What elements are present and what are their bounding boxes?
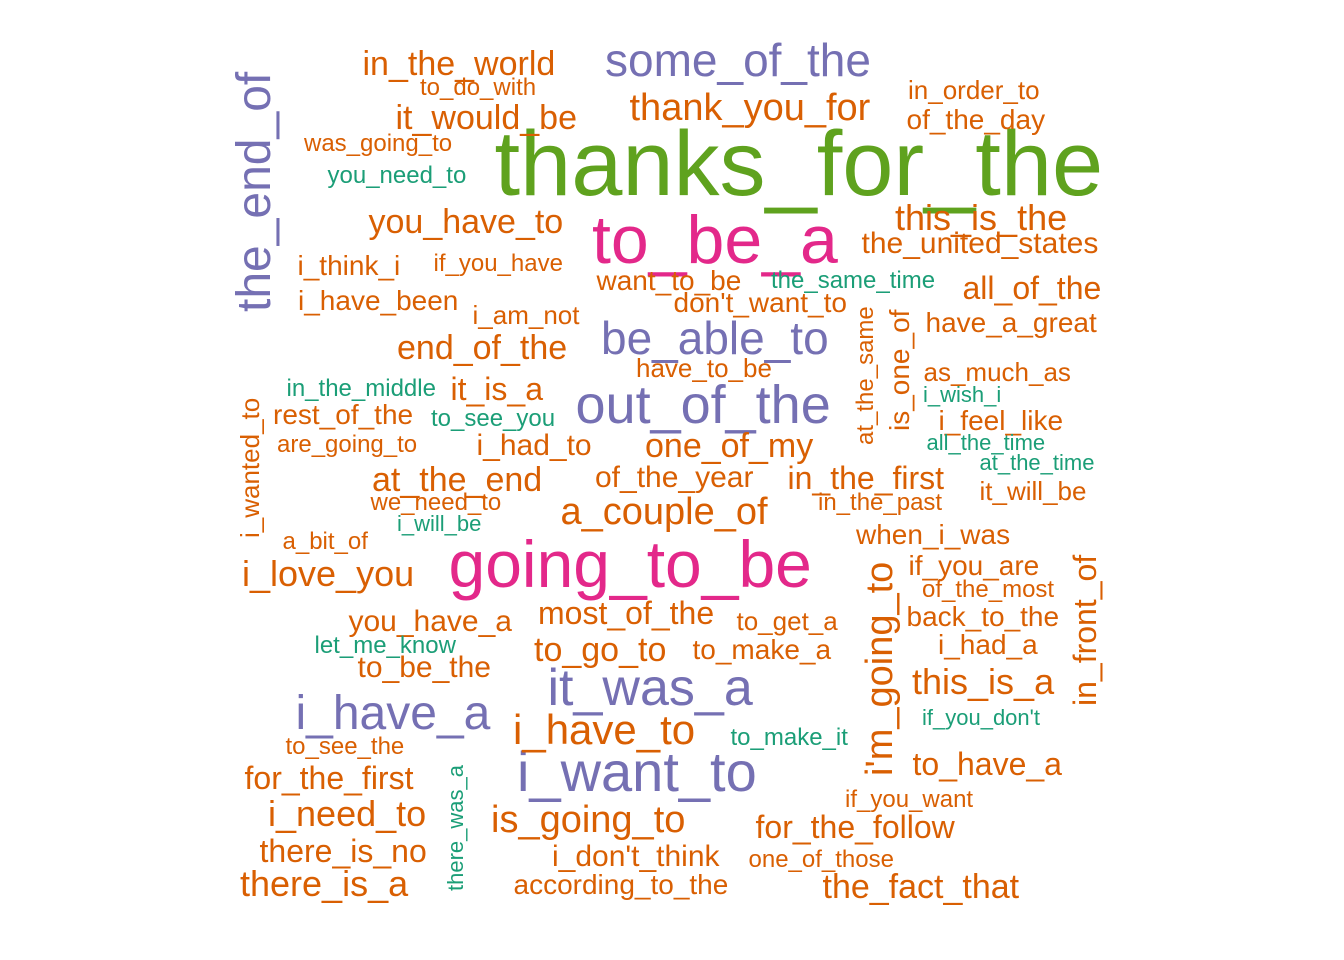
cloud-word: was_going_to — [304, 130, 453, 157]
cloud-word: it_would_be — [395, 99, 577, 137]
cloud-word: in_the_past — [818, 489, 943, 516]
cloud-word: to_make_a — [692, 634, 832, 665]
cloud-word: to_go_to — [534, 631, 667, 669]
cloud-word: most_of_the — [538, 595, 715, 631]
cloud-word: i_have_to — [513, 706, 696, 753]
cloud-word: as_much_as — [923, 357, 1071, 387]
cloud-word: end_of_the — [397, 329, 568, 367]
cloud-word: i_have_a — [295, 687, 491, 740]
cloud-word: if_you_want — [845, 786, 974, 813]
cloud-word: if_you_have — [433, 250, 563, 277]
cloud-word: are_going_to — [277, 431, 418, 458]
cloud-word: when_i_was — [856, 519, 1011, 550]
cloud-word: i_wish_i — [923, 382, 1002, 407]
cloud-word: to_get_a — [736, 606, 838, 636]
cloud-word: all_the_time — [926, 430, 1046, 455]
cloud-word: i_had_a — [938, 629, 1038, 660]
cloud-word: in_the_middle — [286, 375, 436, 402]
cloud-word: in_front_of — [1067, 554, 1103, 706]
cloud-word: don't_want_to — [673, 287, 847, 318]
cloud-word: for_the_first — [244, 760, 414, 796]
cloud-word: out_of_the — [575, 375, 831, 435]
cloud-word: to_be_a — [592, 202, 838, 278]
cloud-word: to_see_you — [431, 405, 556, 432]
cloud-word: one_of_those — [748, 846, 894, 873]
cloud-word: of_the_day — [906, 104, 1046, 135]
cloud-word: in_the_world — [362, 45, 556, 83]
cloud-word: i_love_you — [242, 553, 415, 594]
cloud-word: in_the_first — [787, 460, 945, 496]
cloud-word: this_is_the — [895, 197, 1068, 238]
cloud-word: a_bit_of — [282, 528, 368, 555]
cloud-word: let_me_know — [314, 632, 456, 659]
cloud-word: i_don't_think — [552, 840, 720, 873]
cloud-word: you_need_to — [327, 162, 467, 189]
cloud-word: one_of_my — [645, 427, 814, 465]
cloud-word: is_going_to — [491, 799, 686, 841]
cloud-word: of_the_most — [922, 576, 1055, 603]
cloud-word: the_end_of — [228, 71, 281, 312]
cloud-word: we_need_to — [370, 489, 502, 516]
cloud-word: going_to_be — [448, 527, 812, 601]
cloud-word: the_fact_that — [822, 868, 1020, 906]
cloud-word: rest_of_the — [273, 399, 414, 430]
cloud-word: i_need_to — [268, 793, 427, 834]
cloud-word: have_a_great — [925, 307, 1097, 338]
cloud-word: you_have_to — [368, 203, 564, 241]
cloud-word: i_am_not — [472, 300, 580, 330]
cloud-word: it_will_be — [979, 476, 1087, 506]
cloud-word: back_to_the — [906, 601, 1060, 632]
cloud-word: i_wanted_to — [235, 397, 265, 538]
cloud-word: the_united_states — [861, 227, 1099, 260]
cloud-word: it_is_a — [450, 371, 544, 407]
cloud-word: there_was_a — [443, 765, 468, 891]
cloud-word: i_think_i — [297, 250, 401, 281]
cloud-word: to_do_with — [420, 74, 537, 101]
cloud-word: have_to_be — [636, 353, 772, 383]
cloud-word: is_one_of — [884, 309, 915, 431]
cloud-word: there_is_a — [240, 863, 409, 904]
cloud-word: there_is_no — [259, 833, 427, 869]
cloud-word: to_see_the — [285, 733, 405, 760]
cloud-word: i_had_to — [476, 429, 592, 462]
cloud-word: to_have_a — [912, 746, 1062, 782]
cloud-word: want_to_be — [596, 265, 742, 296]
cloud-word: this_is_a — [912, 661, 1055, 702]
cloud-word: i_want_to — [517, 740, 757, 803]
cloud-word: be_able_to — [601, 312, 829, 364]
cloud-word: at_the_end — [372, 461, 543, 499]
cloud-word: to_be_the — [357, 651, 491, 684]
cloud-word: it_was_a — [547, 659, 753, 717]
cloud-word: i_will_be — [397, 511, 482, 536]
cloud-word: thanks_for_the — [494, 113, 1104, 215]
cloud-word: in_order_to — [908, 75, 1040, 105]
cloud-word: i'm_going_to — [859, 561, 901, 776]
cloud-word: at_the_time — [979, 450, 1095, 475]
cloud-word: the_same_time — [771, 267, 936, 294]
cloud-word: of_the_year — [595, 461, 754, 494]
cloud-word: i_have_been — [298, 285, 459, 316]
cloud-word: for_the_follow — [755, 809, 955, 845]
cloud-word: you_have_a — [348, 605, 512, 638]
cloud-word: to_make_it — [730, 724, 848, 751]
cloud-word: if_you_don't — [922, 705, 1040, 730]
cloud-word: all_of_the — [962, 270, 1102, 306]
cloud-word: i_feel_like — [938, 405, 1064, 436]
cloud-word: some_of_the — [605, 34, 871, 86]
cloud-word: thank_you_for — [629, 87, 871, 129]
cloud-word: at_the_same — [852, 305, 879, 445]
cloud-word: if_you_are — [908, 550, 1040, 581]
cloud-word: a_couple_of — [560, 491, 768, 533]
cloud-word: according_to_the — [513, 869, 729, 900]
